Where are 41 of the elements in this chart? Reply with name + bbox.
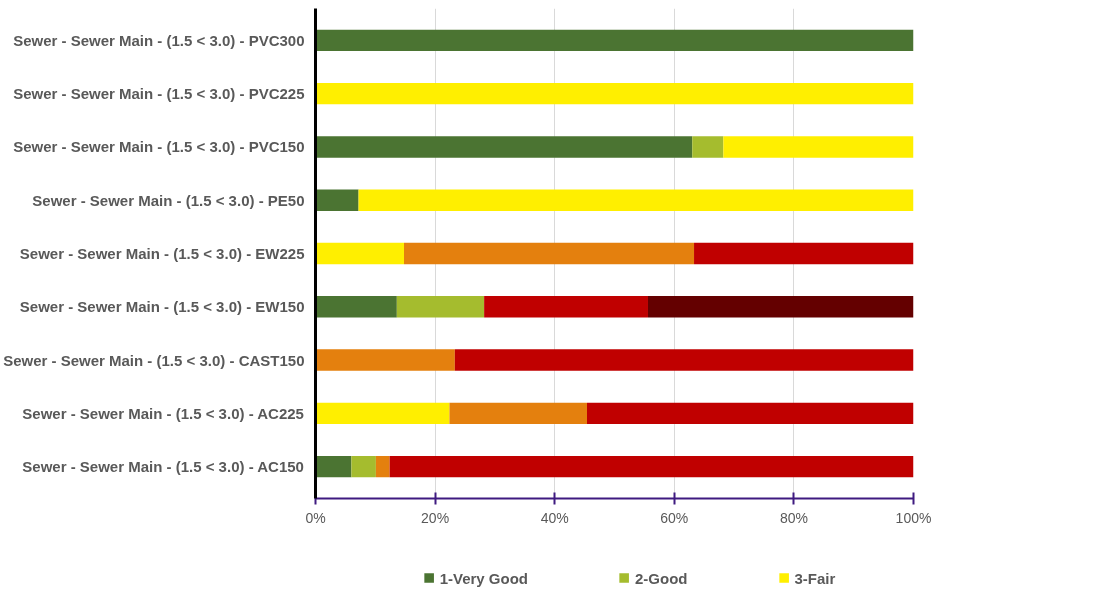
bar — [586, 402, 914, 424]
bar — [375, 455, 390, 478]
bar — [449, 402, 587, 424]
bar — [315, 242, 404, 265]
bar — [315, 296, 397, 318]
bar — [454, 349, 914, 371]
bar — [694, 242, 914, 265]
bar — [315, 29, 914, 52]
bar — [484, 296, 648, 318]
bar — [723, 136, 914, 158]
bar — [315, 83, 914, 105]
y-tick-label: Sewer - Sewer Main - (1.5 < 3.0) - PVC225 — [13, 85, 305, 103]
legend-label: 1-Very Good — [439, 569, 528, 587]
x-tick-label: 60% — [660, 509, 689, 526]
y-tick-label: Sewer - Sewer Main - (1.5 < 3.0) - PE50 — [32, 191, 305, 209]
bar — [396, 296, 485, 318]
bar — [315, 189, 359, 211]
x-tick-label: 80% — [779, 509, 808, 526]
y-tick-label: Sewer - Sewer Main - (1.5 < 3.0) - PVC150 — [13, 138, 305, 156]
bar — [315, 136, 693, 158]
legend-label: 2-Good — [635, 569, 688, 587]
x-tick-label: 0% — [305, 509, 326, 526]
bar — [692, 136, 724, 158]
bar — [358, 189, 914, 211]
x-tick-label: 20% — [421, 509, 450, 526]
bar — [315, 349, 455, 371]
legend-label: 3-Fair — [794, 569, 836, 587]
y-tick-label: Sewer - Sewer Main - (1.5 < 3.0) - EW225 — [19, 245, 305, 262]
bar — [647, 296, 914, 318]
y-tick-label: Sewer - Sewer Main - (1.5 < 3.0) - PVC300 — [13, 31, 305, 49]
bar — [315, 455, 352, 478]
bar — [315, 402, 450, 424]
y-tick-label: Sewer - Sewer Main - (1.5 < 3.0) - EW150 — [19, 298, 305, 316]
bar — [404, 242, 695, 265]
y-tick-label: Sewer - Sewer Main - (1.5 < 3.0) - AC150 — [22, 458, 304, 476]
bar — [389, 455, 914, 478]
y-tick-label: Sewer - Sewer Main - (1.5 < 3.0) - AC225 — [22, 404, 304, 422]
x-tick-label: 40% — [540, 509, 569, 526]
x-tick-label: 100% — [895, 509, 932, 526]
bar — [351, 455, 376, 478]
y-tick-label: Sewer - Sewer Main - (1.5 < 3.0) - CAST150 — [3, 351, 305, 369]
